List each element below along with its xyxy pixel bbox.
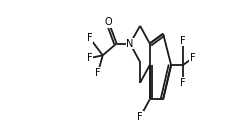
Text: F: F	[137, 112, 142, 122]
Text: F: F	[189, 53, 195, 63]
Text: F: F	[179, 78, 185, 88]
Text: F: F	[86, 53, 92, 63]
Text: F: F	[179, 36, 185, 46]
Text: F: F	[86, 33, 92, 43]
Text: N: N	[126, 39, 133, 49]
Text: O: O	[104, 17, 112, 27]
Text: F: F	[95, 68, 100, 78]
